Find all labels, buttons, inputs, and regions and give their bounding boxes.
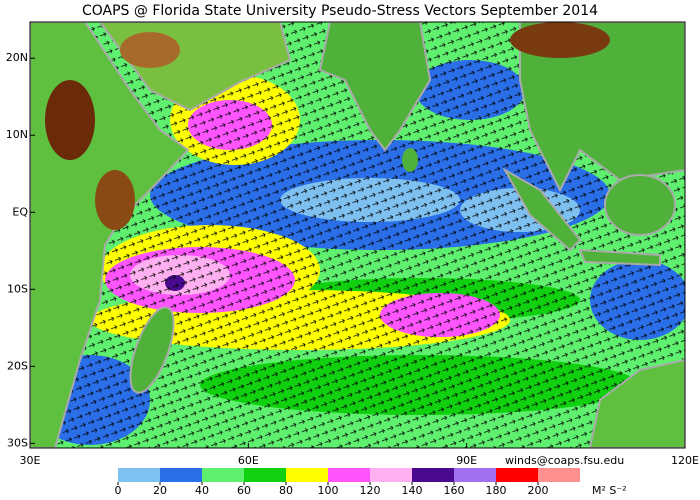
colorbar-label: 60 — [237, 484, 251, 497]
map — [30, 22, 685, 448]
colorbar-label: 120 — [360, 484, 381, 497]
y-tick-label: 10S — [7, 282, 28, 295]
y-tick-label: EQ — [12, 205, 28, 218]
land — [510, 22, 610, 58]
colorbar-swatch — [160, 468, 202, 482]
colorbar-label: 100 — [318, 484, 339, 497]
land — [588, 358, 685, 448]
colorbar-swatch — [454, 468, 496, 482]
x-tick-label: 60E — [238, 454, 259, 467]
land — [120, 32, 180, 68]
colorbar-label: 160 — [444, 484, 465, 497]
colorbar-label: 200 — [528, 484, 549, 497]
colorbar-label: 80 — [279, 484, 293, 497]
colorbar-swatch — [244, 468, 286, 482]
land — [95, 170, 135, 230]
x-tick-label: 120E — [671, 454, 699, 467]
x-tick-label: 90E — [456, 454, 477, 467]
land — [502, 167, 582, 252]
colorbar-swatch — [286, 468, 328, 482]
land — [578, 248, 661, 267]
land — [402, 148, 418, 172]
colorbar-swatch — [328, 468, 370, 482]
y-tick-label: 10N — [6, 128, 28, 141]
y-tick-label: 20S — [7, 359, 28, 372]
colorbar-swatch — [370, 468, 412, 482]
x-tick-label: 30E — [20, 454, 41, 467]
map-frame — [29, 21, 686, 449]
land — [129, 306, 175, 394]
colorbar-label: 140 — [402, 484, 423, 497]
y-tick-label: 20N — [6, 51, 28, 64]
colorbar-swatch — [496, 468, 538, 482]
colorbar-swatch — [412, 468, 454, 482]
colorbar-label: 40 — [195, 484, 209, 497]
colorbar-swatch — [202, 468, 244, 482]
colorbar-label: 180 — [486, 484, 507, 497]
title: COAPS @ Florida State University Pseudo-… — [82, 3, 598, 19]
colorbar-label: 0 — [115, 484, 122, 497]
colorbar-swatch — [538, 468, 580, 482]
credit: winds@coaps.fsu.edu — [505, 454, 624, 467]
land — [45, 80, 95, 160]
colorbar-unit: M² S⁻² — [592, 484, 627, 497]
colorbar-label: 20 — [153, 484, 167, 497]
y-tick-label: 30S — [7, 436, 28, 449]
colorbar-swatch — [118, 468, 160, 482]
land — [519, 22, 685, 193]
land — [318, 22, 432, 152]
land — [604, 174, 676, 236]
